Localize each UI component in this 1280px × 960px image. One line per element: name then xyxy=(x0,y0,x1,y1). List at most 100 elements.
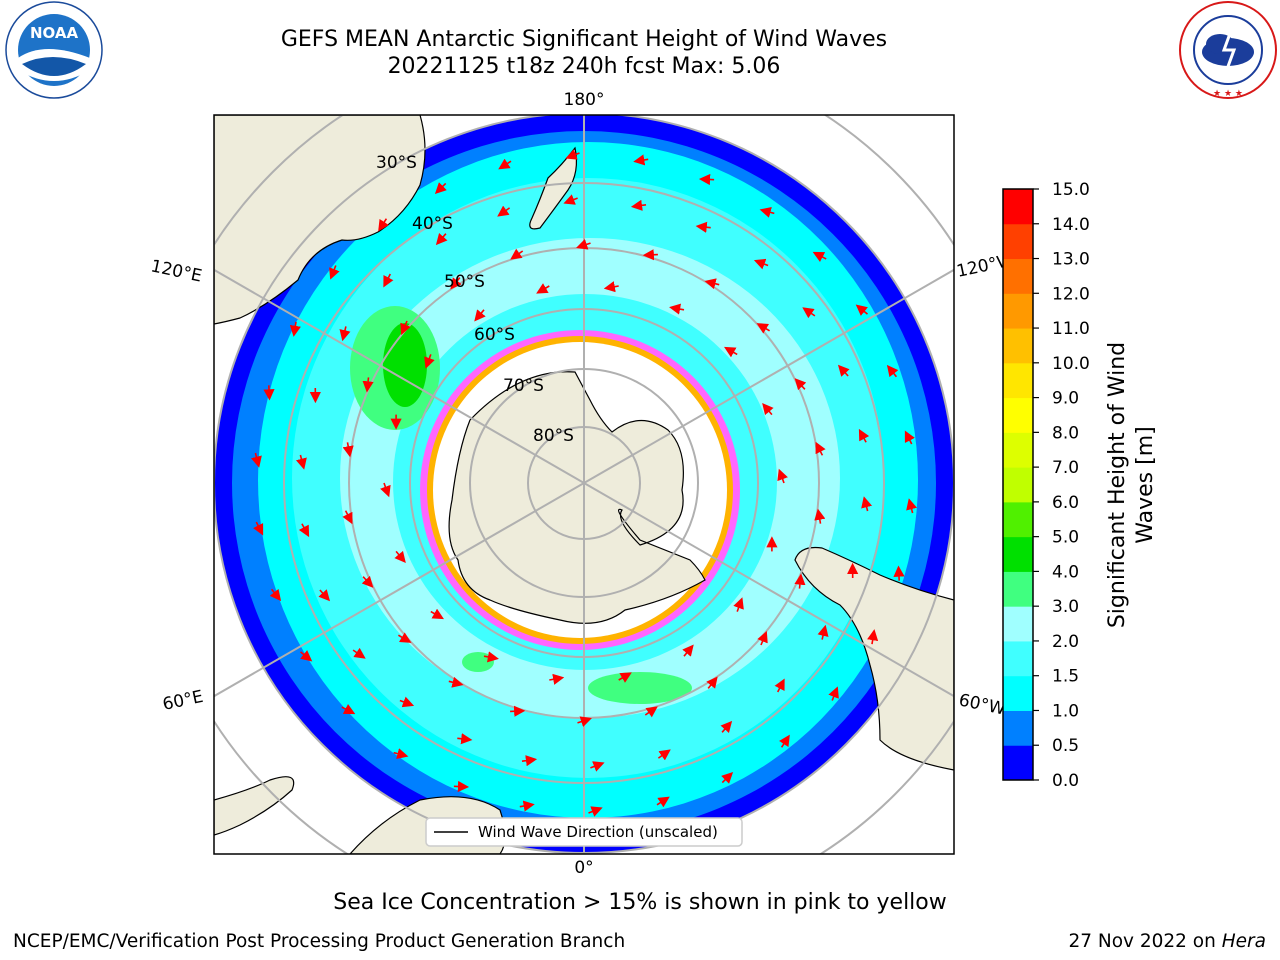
wave-direction-arrow xyxy=(633,154,649,166)
wave-direction-arrow xyxy=(656,796,670,808)
colorbar-segment xyxy=(1003,675,1033,711)
lat-label-40s: 40°S xyxy=(412,214,453,234)
colorbar-tick-label: 14.0 xyxy=(1052,215,1090,235)
wave-direction-arrow xyxy=(698,173,715,186)
wave-direction-arrow xyxy=(342,510,353,525)
wave-direction-arrow xyxy=(814,508,826,524)
wave-direction-arrow xyxy=(861,496,873,512)
wave-direction-arrow xyxy=(295,454,307,470)
wave-direction-arrow xyxy=(837,364,850,377)
colorbar-segment xyxy=(1003,293,1033,329)
colorbar-tick-label: 8.0 xyxy=(1052,423,1079,443)
colorbar-segment xyxy=(1003,536,1033,572)
wave-direction-arrow xyxy=(779,734,790,748)
wave-direction-arrow xyxy=(802,307,816,319)
wave-direction-arrow xyxy=(577,716,592,727)
wind-wave-arrows xyxy=(250,149,918,817)
wave-direction-arrow xyxy=(474,309,486,322)
wave-direction-arrow xyxy=(497,205,511,217)
wave-direction-arrow xyxy=(812,251,827,263)
wave-direction-arrow xyxy=(906,498,918,514)
wave-direction-arrow xyxy=(794,573,806,589)
wave-direction-arrow xyxy=(867,629,879,645)
footer-credit: NCEP/EMC/Verification Post Processing Pr… xyxy=(13,931,626,952)
wave-direction-arrow xyxy=(603,281,619,293)
sea-ice-note: Sea Ice Concentration > 15% is shown in … xyxy=(333,890,947,915)
wave-direction-arrow xyxy=(450,277,462,290)
colorbar-tick-label: 11.0 xyxy=(1052,319,1090,339)
wave-direction-arrow xyxy=(430,608,444,620)
wave-direction-arrow xyxy=(289,321,301,337)
wave-direction-arrow xyxy=(399,696,415,708)
colorbar-tick-label: 1.5 xyxy=(1052,667,1079,687)
wave-direction-arrow xyxy=(318,589,331,602)
wave-direction-arrow xyxy=(858,428,870,443)
wave-direction-arrow xyxy=(733,597,744,612)
wave-direction-arrow xyxy=(361,575,374,588)
lat-label-70s: 70°S xyxy=(503,376,544,396)
wave-direction-arrow xyxy=(724,346,738,358)
colorbar-segment xyxy=(1003,640,1033,677)
lat-label-50s: 50°S xyxy=(444,272,485,292)
wave-direction-arrow xyxy=(342,442,354,458)
noaa-logo: NOAA xyxy=(5,1,103,99)
wave-direction-arrow xyxy=(341,703,356,715)
footer-date-text: 27 Nov 2022 on xyxy=(1068,931,1216,952)
wave-direction-arrow xyxy=(565,149,580,160)
lat-label-30s: 30°S xyxy=(376,153,417,173)
wave-direction-arrow xyxy=(383,273,394,288)
wave-direction-arrow xyxy=(706,676,718,689)
colorbar-tick-label: 4.0 xyxy=(1052,562,1079,582)
wave-direction-arrow xyxy=(720,720,733,734)
wave-direction-arrow xyxy=(669,303,685,315)
colorbar-segment xyxy=(1003,571,1033,607)
wave-direction-arrow xyxy=(549,673,565,685)
colorbar-label-line1: Significant Height of Wind xyxy=(1105,342,1130,628)
legend-label: Wind Wave Direction (unscaled) xyxy=(478,823,718,841)
wave-direction-arrow xyxy=(576,239,591,250)
lon-label-180: 180° xyxy=(564,90,605,110)
wave-direction-arrow xyxy=(521,755,538,767)
colorbar-tick-label: 13.0 xyxy=(1052,250,1090,270)
colorbar-segment xyxy=(1003,606,1033,642)
wave-direction-arrow xyxy=(642,249,658,261)
wave-direction-arrow xyxy=(380,482,391,498)
lat-label-80s: 80°S xyxy=(533,426,574,446)
colorbar-tick-label: 5.0 xyxy=(1052,528,1079,548)
colorbar-tick-label: 6.0 xyxy=(1052,493,1079,513)
wave-direction-arrow xyxy=(695,221,711,233)
colorbar-tick-label: 1.0 xyxy=(1052,701,1079,721)
wave-direction-arrow xyxy=(759,206,775,218)
wave-direction-arrow xyxy=(886,364,899,378)
wave-direction-arrow xyxy=(618,672,632,683)
wave-direction-arrow xyxy=(590,761,605,772)
wave-direction-arrow xyxy=(378,218,389,232)
wave-direction-arrow xyxy=(394,550,406,564)
wave-direction-arrow xyxy=(510,705,526,717)
wave-direction-arrow xyxy=(263,385,275,401)
colorbar-segment xyxy=(1003,397,1033,433)
colorbar-segment xyxy=(1003,745,1033,781)
colorbar-tick-label: 2.0 xyxy=(1052,632,1079,652)
wave-direction-arrow xyxy=(630,199,647,211)
antarctica-landmass xyxy=(448,371,706,624)
wave-direction-arrow xyxy=(250,452,262,468)
wave-direction-arrow xyxy=(498,158,512,170)
wave-direction-arrow xyxy=(519,800,535,812)
chart-subtitle: 20221125 t18z 240h fcst Max: 5.06 xyxy=(387,54,781,79)
wave-direction-arrow xyxy=(536,283,550,294)
wave-direction-arrow xyxy=(904,430,915,445)
graticule xyxy=(214,115,954,854)
wave-direction-arrow xyxy=(721,771,734,784)
chart-title: GEFS MEAN Antarctic Significant Height o… xyxy=(280,27,888,52)
wave-direction-arrow xyxy=(815,441,826,456)
wave-direction-arrow xyxy=(756,323,771,334)
wave-direction-arrow xyxy=(757,630,768,646)
wave-direction-arrow xyxy=(855,304,869,316)
colorbar-segment xyxy=(1003,432,1033,468)
australia-landmass xyxy=(214,115,426,325)
wave-direction-arrow xyxy=(657,749,671,761)
wave-direction-arrow xyxy=(644,706,658,718)
